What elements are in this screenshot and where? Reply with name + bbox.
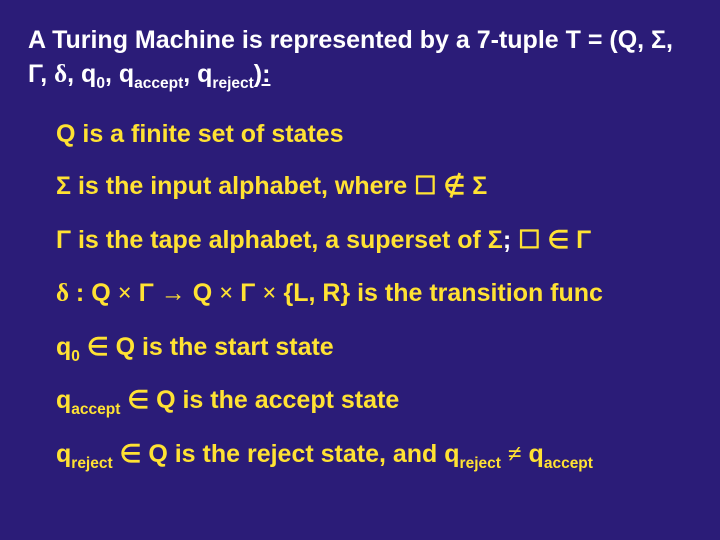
times-symbol: × — [262, 280, 276, 307]
heading-text-mid2: , q — [105, 60, 134, 88]
item-start-state: q0 ∈ Q is the start state — [56, 331, 692, 365]
item-reject-state: qreject ∈ Q is the reject state, and qre… — [56, 438, 692, 472]
item-sub: accept — [71, 401, 120, 418]
heading-sub-reject: reject — [212, 75, 253, 92]
in-symbol: ∈ — [120, 441, 142, 468]
in-symbol: ∈ — [127, 387, 149, 414]
item-accept-state: qaccept ∈ Q is the accept state — [56, 384, 692, 418]
item-text-a: Γ is the tape alphabet, a superset of Σ — [56, 226, 503, 254]
item-text-a: q — [56, 386, 71, 414]
item-input-alphabet: Σ is the input alphabet, where ☐ ∉ Σ — [56, 170, 692, 204]
item-text-a: q — [56, 440, 71, 468]
item-text-c: Γ — [569, 226, 591, 254]
item-text-semi: ; — [503, 226, 511, 254]
heading-sub-accept: accept — [134, 75, 183, 92]
item-sub: 0 — [71, 348, 80, 365]
times-symbol: × — [118, 280, 132, 307]
item-text-a: q — [56, 333, 71, 361]
item-text-d: {L, R} is the transition func — [277, 279, 603, 307]
delta-symbol: δ — [54, 61, 67, 88]
in-symbol: ∈ — [87, 334, 109, 361]
slide-heading: A Turing Machine is represented by a 7-t… — [28, 24, 692, 92]
item-text-c: Γ — [233, 279, 262, 307]
item-text-c: Q is the start state — [109, 333, 334, 361]
item-text-c: Q is the reject state, and q — [141, 440, 459, 468]
item-text-d — [501, 440, 508, 468]
item-text-e: q — [522, 440, 544, 468]
item-tape-alphabet: Γ is the tape alphabet, a superset of Σ;… — [56, 224, 692, 258]
heading-sub-0: 0 — [96, 75, 105, 92]
heading-text-mid: , q — [67, 60, 96, 88]
item-text-a: : Q — [69, 279, 118, 307]
item-text-b: Γ → Q — [132, 279, 219, 307]
delta-symbol: δ — [56, 280, 69, 307]
item-text-b — [80, 333, 87, 361]
item-text: Q is a finite set of states — [56, 120, 344, 148]
slide: A Turing Machine is represented by a 7-t… — [0, 0, 720, 540]
item-text-c: Q is the accept state — [149, 386, 399, 414]
item-sub2: reject — [460, 455, 501, 472]
item-text-b: Σ — [465, 172, 487, 200]
item-text-a: Σ is the input alphabet, where ☐ — [56, 172, 443, 200]
heading-text-mid3: , q — [183, 60, 212, 88]
neq-symbol: ≠ — [508, 441, 522, 468]
item-states: Q is a finite set of states — [56, 118, 692, 151]
item-text-b — [113, 440, 120, 468]
heading-text-post: ): — [254, 60, 271, 88]
times-symbol: × — [219, 280, 233, 307]
items-list: Q is a finite set of states Σ is the inp… — [28, 118, 692, 472]
item-sub3: accept — [544, 455, 593, 472]
notin-symbol: ∉ — [443, 173, 465, 200]
item-sub1: reject — [71, 455, 112, 472]
item-text-b: ☐ — [511, 226, 547, 254]
in-symbol: ∈ — [547, 227, 569, 254]
item-transition: δ : Q × Γ → Q × Γ × {L, R} is the transi… — [56, 277, 692, 311]
